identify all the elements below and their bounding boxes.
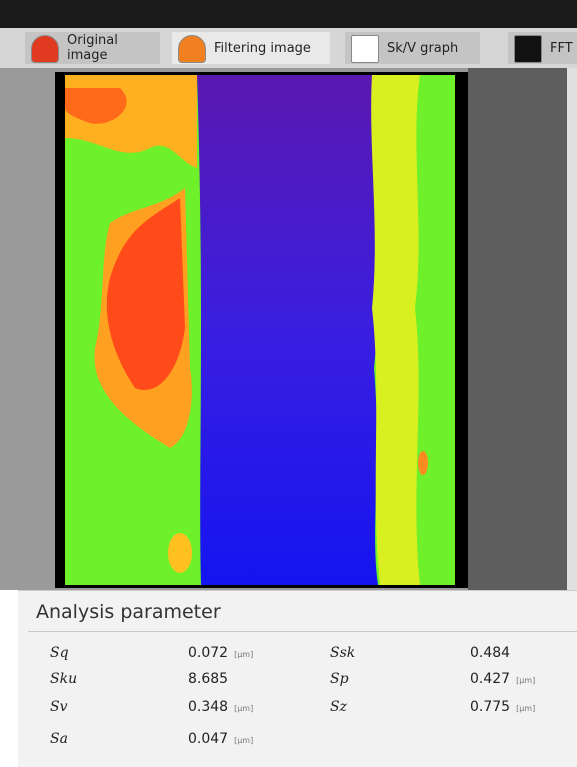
value: 8.685	[188, 671, 228, 687]
param-name: Sv	[50, 699, 68, 715]
unit: [µm]	[234, 736, 253, 745]
divider	[28, 631, 577, 632]
tab-label: FFT	[550, 41, 573, 56]
value: 0.484	[470, 645, 510, 661]
app-window: Original image Filtering image Sk/V graph F…	[0, 0, 577, 767]
value: 0.047	[188, 731, 228, 747]
tab-label: Original image	[67, 33, 160, 63]
param-name: Sp	[330, 671, 349, 687]
tab[interactable]: Original image	[25, 32, 160, 64]
tab-bar: Original image Filtering image Sk/V graph F…	[0, 28, 577, 68]
param-value: 0.072 [µm]	[188, 645, 253, 661]
panel-title: Analysis parameter	[36, 601, 221, 623]
unit: [µm]	[516, 704, 535, 713]
value: 0.072	[188, 645, 228, 661]
unit: [µm]	[234, 704, 253, 713]
param-name: Ssk	[330, 645, 355, 661]
param-name: Sq	[50, 645, 69, 661]
toolbar	[0, 0, 577, 28]
tab[interactable]: Filtering image	[172, 32, 330, 64]
param-value: 8.685	[188, 671, 228, 687]
param-name: Sa	[50, 731, 68, 747]
param-value: 0.775 [µm]	[470, 699, 535, 715]
value: 0.348	[188, 699, 228, 715]
tab[interactable]: Sk/V graph	[345, 32, 480, 64]
tab-label: Sk/V graph	[387, 41, 458, 56]
tab-label: Filtering image	[214, 41, 311, 56]
param-value: 0.427 [µm]	[470, 671, 535, 687]
param-value: 0.348 [µm]	[188, 699, 253, 715]
unit: [µm]	[234, 650, 253, 659]
tab-icon	[178, 35, 206, 63]
value: 0.427	[470, 671, 510, 687]
param-value: 0.047 [µm]	[188, 731, 253, 747]
tab-icon	[351, 35, 379, 63]
analysis-panel: Analysis parameter Sq 0.072 [µm] Ssk 0.484 Sk…	[18, 590, 577, 767]
tab-icon	[31, 35, 59, 63]
height-map	[0, 68, 577, 590]
image-view	[0, 68, 577, 590]
tab[interactable]: FFT	[508, 32, 577, 64]
param-name: Sku	[50, 671, 77, 687]
value: 0.775	[470, 699, 510, 715]
unit: [µm]	[516, 676, 535, 685]
param-value: 0.484	[470, 645, 510, 661]
param-name: Sz	[330, 699, 347, 715]
tab-icon	[514, 35, 542, 63]
